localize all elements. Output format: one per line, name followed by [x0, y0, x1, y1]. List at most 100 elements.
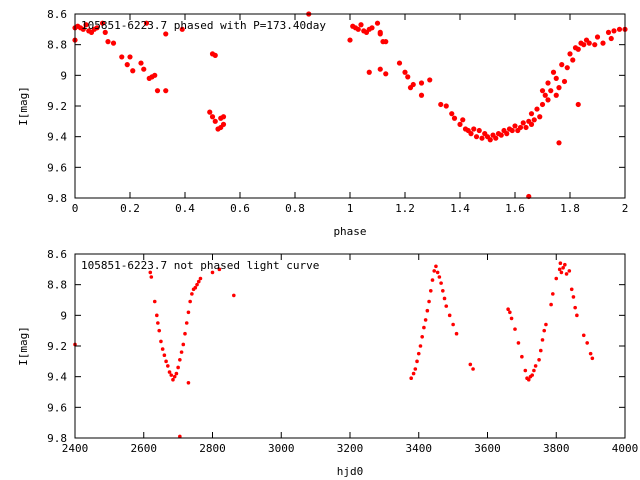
data-point	[573, 305, 577, 310]
data-point	[188, 299, 192, 304]
data-point	[600, 40, 606, 46]
x-tick-label: 1.6	[505, 202, 525, 215]
data-point	[553, 92, 559, 98]
x-tick-label: 1	[347, 202, 354, 215]
data-point	[586, 40, 592, 46]
data-point	[451, 115, 458, 121]
data-point	[232, 293, 236, 298]
data-point	[516, 341, 521, 345]
data-point	[590, 356, 595, 361]
x-tick-label: 0	[72, 202, 79, 215]
data-point	[195, 282, 199, 287]
x-tick-label: 3600	[474, 442, 501, 455]
data-point	[418, 80, 425, 86]
y-tick-label: 9.6	[47, 161, 67, 174]
data-point	[157, 328, 162, 333]
data-point	[374, 20, 381, 26]
data-point	[423, 318, 428, 322]
data-point	[554, 276, 559, 281]
data-point	[444, 304, 449, 308]
data-point	[149, 275, 154, 279]
data-point	[551, 292, 555, 296]
data-point	[441, 289, 445, 293]
data-point	[493, 135, 499, 141]
data-point	[163, 31, 169, 37]
unphased-y-axis-label: I[mag]	[17, 326, 30, 366]
data-point	[181, 342, 186, 347]
data-point	[451, 322, 455, 327]
data-point	[179, 26, 185, 32]
data-point	[506, 307, 510, 312]
data-point	[532, 368, 536, 373]
data-point	[166, 364, 170, 368]
data-point	[571, 295, 576, 299]
data-point	[169, 373, 174, 377]
data-point	[420, 335, 424, 339]
data-point	[447, 313, 452, 318]
data-point	[190, 292, 194, 296]
data-point	[210, 270, 215, 275]
y-tick-label: 8.6	[47, 248, 67, 261]
data-point	[537, 358, 541, 362]
data-point	[539, 101, 546, 108]
phased-axis-ticks: 0 0.2 0.4 0.6 0.8 1 1.2 1.4 1.6 1.8 2 8.6 8.8 9 9.2 9.4…	[47, 8, 628, 215]
data-point	[538, 348, 543, 353]
data-point	[154, 88, 161, 94]
data-point	[564, 272, 569, 276]
y-tick-label: 9.8	[47, 432, 67, 445]
data-point	[520, 120, 526, 126]
data-point	[438, 101, 444, 108]
data-point	[212, 118, 218, 124]
data-point	[561, 78, 568, 85]
data-point	[143, 20, 150, 26]
data-point	[608, 35, 614, 42]
data-point	[358, 22, 364, 28]
data-point	[102, 29, 108, 35]
data-point	[155, 313, 159, 318]
data-point	[141, 66, 147, 72]
data-point	[581, 333, 586, 338]
data-point	[160, 347, 165, 351]
data-point	[471, 367, 475, 371]
data-point	[561, 266, 565, 270]
unphased-data-points	[73, 261, 595, 439]
data-point	[556, 85, 562, 91]
data-point	[80, 26, 86, 32]
data-point	[418, 92, 425, 98]
data-point	[557, 267, 562, 272]
data-point	[544, 322, 548, 327]
x-tick-label: 0.2	[120, 202, 140, 215]
data-point	[498, 132, 504, 138]
data-point	[164, 359, 168, 364]
data-point	[548, 88, 554, 94]
data-point	[553, 75, 559, 81]
data-point	[425, 308, 430, 313]
data-point	[542, 92, 548, 98]
data-point	[479, 135, 485, 141]
data-point	[422, 325, 426, 330]
data-point	[594, 34, 601, 40]
data-point	[526, 377, 531, 382]
data-point	[186, 381, 191, 385]
data-point	[504, 131, 510, 137]
data-point	[415, 359, 419, 364]
data-point	[207, 109, 213, 115]
data-point	[383, 71, 389, 77]
x-tick-label: 0.6	[230, 202, 250, 215]
phased-data-points	[72, 11, 628, 200]
data-point	[509, 316, 514, 321]
data-point	[559, 62, 565, 68]
data-point	[508, 310, 512, 315]
data-point	[559, 270, 564, 275]
x-tick-label: 3200	[337, 442, 364, 455]
data-point	[581, 42, 587, 48]
x-tick-label: 3400	[406, 442, 433, 455]
data-point	[94, 25, 100, 31]
data-point	[575, 101, 581, 108]
data-point	[396, 60, 403, 66]
data-point	[402, 69, 408, 75]
data-point	[174, 371, 179, 376]
x-tick-label: 2400	[62, 442, 89, 455]
data-point	[124, 62, 130, 68]
